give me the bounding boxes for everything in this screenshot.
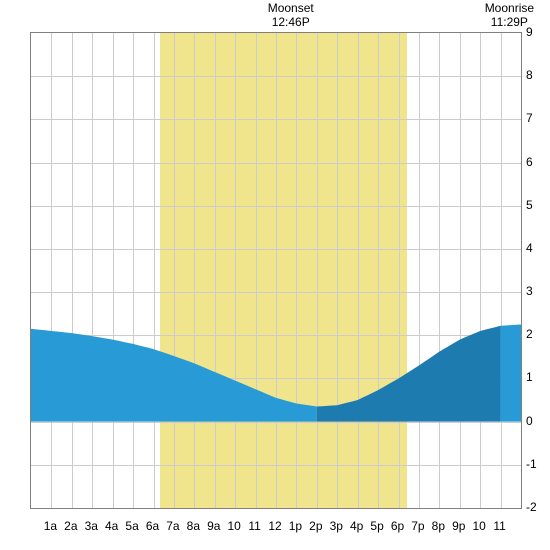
x-tick-label: 1a	[40, 519, 60, 533]
tide-segment	[317, 326, 501, 422]
y-tick-label: -1	[526, 457, 537, 471]
x-tick-label: 3a	[81, 519, 101, 533]
y-tick-label: 7	[526, 111, 533, 125]
tide-area	[31, 33, 521, 508]
x-tick-label: 7p	[408, 519, 428, 533]
tide-segment	[31, 329, 317, 422]
y-tick-label: 4	[526, 241, 533, 255]
tide-segment	[501, 324, 521, 421]
y-tick-label: 6	[526, 155, 533, 169]
x-tick-label: 2p	[306, 519, 326, 533]
moonset-time: 12:46P	[261, 15, 321, 29]
x-tick-label: 1p	[285, 519, 305, 533]
x-tick-label: 4p	[347, 519, 367, 533]
x-tick-label: 11	[490, 519, 510, 533]
x-tick-label: 11	[245, 519, 265, 533]
x-tick-label: 10	[469, 519, 489, 533]
y-tick-label: -2	[526, 500, 537, 514]
y-tick-label: 8	[526, 68, 533, 82]
y-tick-label: 9	[526, 25, 533, 39]
x-tick-label: 8p	[428, 519, 448, 533]
x-tick-label: 3p	[326, 519, 346, 533]
y-tick-label: 5	[526, 198, 533, 212]
x-tick-label: 5p	[367, 519, 387, 533]
x-tick-label: 8a	[183, 519, 203, 533]
x-tick-label: 6a	[143, 519, 163, 533]
x-tick-label: 5a	[122, 519, 142, 533]
y-tick-label: 1	[526, 370, 533, 384]
x-tick-label: 10	[224, 519, 244, 533]
x-tick-label: 7a	[163, 519, 183, 533]
moonrise-title: Moonrise	[479, 1, 539, 15]
x-tick-label: 4a	[102, 519, 122, 533]
x-tick-label: 9a	[204, 519, 224, 533]
x-tick-label: 2a	[61, 519, 81, 533]
x-tick-label: 9p	[449, 519, 469, 533]
moonset-title: Moonset	[261, 1, 321, 15]
y-tick-label: 0	[526, 414, 533, 428]
moonset-label: Moonset12:46P	[261, 1, 321, 30]
tide-chart	[30, 32, 522, 509]
x-tick-label: 6p	[388, 519, 408, 533]
y-tick-label: 3	[526, 284, 533, 298]
y-tick-label: 2	[526, 327, 533, 341]
x-tick-label: 12	[265, 519, 285, 533]
